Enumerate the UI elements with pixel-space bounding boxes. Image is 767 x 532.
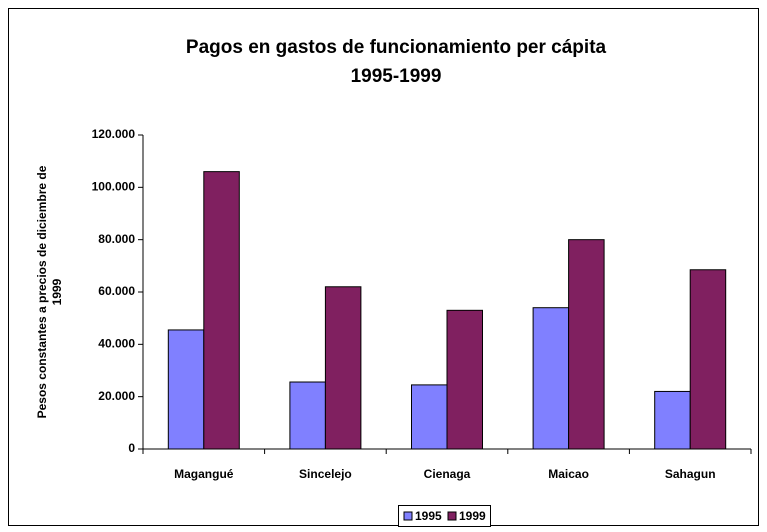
chart-border [8,8,759,526]
bar [411,384,448,450]
y-axis-label: Pesos constantes a precios de diciembre … [35,165,49,418]
y-tick-label: 120.000 [92,127,136,141]
chart-title: 1995-1999 [351,66,442,87]
y-axis-label: 1999 [50,278,64,305]
bar [654,390,691,450]
x-tick-label: Maicao [548,467,589,481]
chart-title: Pagos en gastos de funcionamiento per cá… [186,37,607,58]
x-tick-label: Sincelejo [299,467,352,481]
legend-label: 1995 [415,509,442,523]
bar [568,239,605,450]
bar [203,171,240,450]
y-tick-label: 20.000 [98,389,135,403]
bar [167,329,205,450]
legend-box [398,505,491,527]
x-tick-label: Cienaga [424,467,471,481]
x-tick-label: Magangué [174,467,234,481]
y-tick-label: 60.000 [98,284,135,298]
bar [324,286,362,450]
y-tick-label: 80.000 [98,232,135,246]
y-tick-label: 40.000 [98,337,135,351]
bar [446,309,483,450]
y-tick-label: 0 [128,441,135,455]
legend-swatch [403,511,413,521]
y-tick-label: 100.000 [92,180,136,194]
legend-label: 1999 [459,509,486,523]
legend-swatch [447,511,457,521]
bar [532,307,570,450]
x-tick-label: Sahagun [665,467,716,481]
bar [289,381,326,450]
bar [689,269,727,450]
